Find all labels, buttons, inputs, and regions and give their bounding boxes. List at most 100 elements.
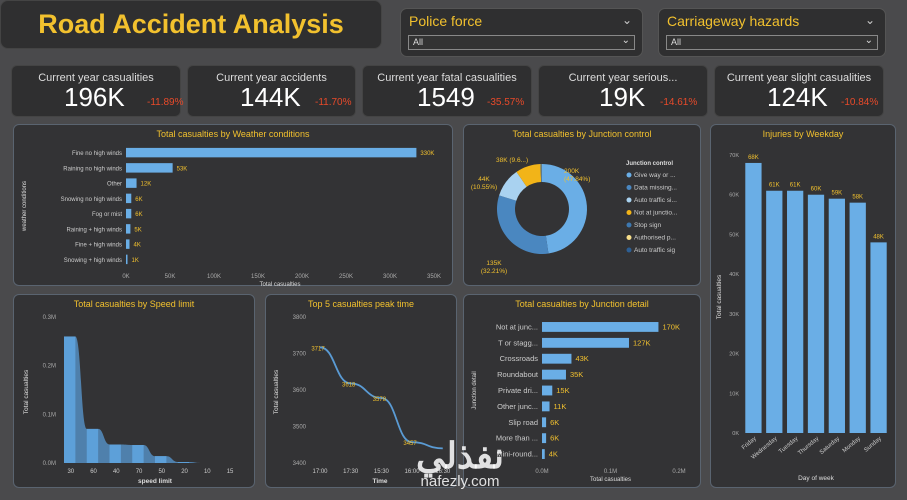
x-axis-title: Total casualties: [259, 282, 300, 287]
data-label: 38K (9.6...): [496, 157, 528, 164]
bar: [126, 193, 132, 204]
x-tick-label: 60: [90, 469, 97, 475]
area-shape: [64, 336, 246, 463]
x-tick-label: 300K: [383, 274, 397, 280]
bar: [542, 337, 629, 348]
y-tick-label: 0K: [732, 431, 739, 437]
y-tick-label: 40K: [729, 272, 739, 278]
y-tick-label: 0.0M: [43, 461, 56, 467]
data-label: 1K: [132, 258, 139, 264]
legend-marker: [626, 247, 632, 253]
donut-slice: [540, 164, 542, 183]
x-tick-label: 200K: [295, 274, 309, 280]
bar: [542, 433, 547, 444]
legend-marker: [626, 172, 632, 178]
junction-control-chart: 200K(47.84%) 135K(32.21%) 44K(10.55%) 38K (…: [471, 157, 678, 275]
kpi-card-slight: Current year slight casualities 124K -10…: [714, 65, 884, 117]
data-label: 11K: [554, 402, 567, 411]
y-tick-label: 10K: [729, 391, 739, 397]
category-label: Private dri...: [498, 386, 538, 395]
x-tick-label: 17:00: [312, 469, 328, 475]
data-label: 68K: [748, 155, 759, 161]
category-label: Slip road: [508, 418, 538, 427]
bar: [126, 208, 132, 219]
bar: [542, 353, 572, 364]
kpi-value: 196K: [64, 82, 125, 112]
peak-time-card: Top 5 casualties peak time 3400 3500 3600 3…: [265, 294, 457, 488]
bar: [126, 163, 173, 173]
x-tick-label: 0.1M: [604, 469, 617, 475]
x-tick-label: 16:30: [435, 469, 451, 475]
y-tick-label: 3500: [293, 425, 307, 431]
watermark-arabic: نفذلي: [415, 435, 505, 476]
bar: [542, 322, 659, 332]
x-tick-label: Monday: [842, 436, 862, 454]
data-label: 200K: [564, 168, 580, 175]
carriageway-hazards-slicer[interactable]: Carriageway hazards ⌄ All ⌄: [658, 8, 886, 57]
chart-title: Total casualties by Junction control: [512, 129, 652, 139]
data-label: 3618: [342, 382, 356, 388]
chevron-down-icon: ⌄: [864, 35, 873, 46]
chevron-down-icon[interactable]: ⌄: [864, 13, 875, 27]
x-tick-label: Sunday: [863, 436, 882, 454]
weather-chart-card: Total casualties by Weather conditions F…: [13, 124, 453, 287]
junction-control-card: Total casualties by Junction control 200…: [463, 124, 701, 286]
donut-slice: [541, 164, 542, 183]
category-label: Crossroads: [500, 354, 539, 363]
data-label-pct: (10.55%): [471, 184, 497, 191]
data-label: 3717: [311, 346, 325, 352]
data-label: 4K: [549, 450, 558, 459]
x-tick-label: 0.2M: [672, 469, 685, 475]
y-axis-title: Junction detail: [472, 371, 478, 409]
kpi-title: Current year accidents: [216, 72, 327, 84]
kpi-delta: -35.57%: [487, 97, 525, 108]
junction-detail-card: Total casualties by Junction detail Not …: [463, 294, 701, 488]
data-label: 12K: [141, 182, 152, 188]
watermark: نفذلي nafezly.com: [400, 438, 520, 490]
data-label: 61K: [769, 183, 780, 189]
data-label: 330K: [420, 151, 434, 157]
legend-item: Auto traffic sig: [634, 247, 675, 254]
police-force-dropdown[interactable]: All ⌄: [408, 35, 635, 50]
data-label: 15K: [556, 386, 569, 395]
kpi-card-fatal: Current year fatal casualities 1549 -35.…: [362, 65, 532, 117]
data-label: 3578: [373, 397, 387, 403]
x-tick-label: 350K: [427, 274, 441, 280]
bar: [126, 178, 137, 188]
carriageway-hazards-dropdown[interactable]: All ⌄: [666, 35, 878, 50]
bar: [126, 239, 130, 249]
kpi-delta: -10.84%: [841, 97, 879, 108]
legend-item: Not at junctio...: [634, 210, 678, 217]
category-label: Other junc...: [497, 402, 538, 411]
x-tick-label: 0.0M: [535, 469, 548, 475]
legend-item: Auto traffic si...: [634, 197, 677, 204]
data-label: 3457: [403, 441, 417, 447]
x-tick-label: Saturday: [819, 436, 841, 456]
y-tick-label: 0.2M: [43, 364, 56, 370]
category-label: Mini-round...: [496, 450, 538, 459]
bar: [828, 198, 845, 433]
y-tick-label: 3800: [293, 315, 307, 321]
bar: [787, 190, 804, 433]
data-label: 59K: [832, 191, 843, 197]
category-label: T or stagg...: [498, 338, 538, 347]
legend-marker: [626, 210, 632, 215]
chevron-down-icon[interactable]: ⌄: [621, 13, 632, 27]
x-tick-label: Thursday: [797, 436, 820, 457]
category-label: Snowing + high winds: [64, 258, 122, 264]
watermark-latin: nafezly.com: [420, 473, 500, 490]
bar: [542, 369, 566, 380]
police-force-slicer[interactable]: Police force ⌄ All ⌄: [400, 8, 643, 57]
bar: [126, 224, 131, 234]
chart-title: Top 5 casualties peak time: [307, 299, 415, 309]
y-tick-label: 60K: [729, 193, 739, 199]
junction-detail-chart: Not at junc... 170K T or stagg... 127K Cross…: [472, 322, 686, 483]
x-axis-title: Day of week: [798, 475, 835, 482]
bar: [542, 417, 547, 428]
x-tick-label: 10: [204, 469, 211, 475]
data-label: 48K: [873, 234, 884, 240]
category-label: Raining + high winds: [66, 227, 122, 233]
bar: [542, 449, 545, 459]
category-label: Snowing no high winds: [61, 197, 122, 203]
